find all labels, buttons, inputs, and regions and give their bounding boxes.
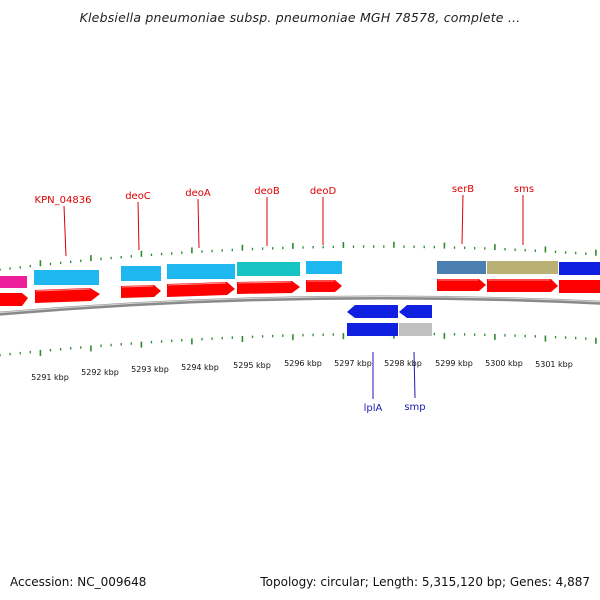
cds-arrow[interactable] — [35, 288, 100, 303]
cds-row-forward — [0, 279, 600, 306]
cds-arrow-reverse-lpla[interactable] — [347, 305, 398, 318]
gene-feature-deoa[interactable] — [167, 264, 235, 279]
cds-arrow[interactable] — [0, 293, 28, 306]
genome-backbone — [0, 295, 600, 316]
accession-text: Accession: NC_009648 — [10, 575, 147, 589]
gene-feature-sms[interactable] — [487, 261, 558, 274]
kbp-label: 5294 kbp — [181, 363, 219, 372]
cds-arrow[interactable] — [487, 279, 558, 292]
cds-arrow[interactable] — [306, 280, 342, 292]
gene-feature-deod[interactable] — [306, 261, 342, 274]
kbp-label: 5295 kbp — [233, 361, 271, 370]
gene-feature-kpn04836[interactable] — [34, 270, 99, 285]
gene-feature-deoc[interactable] — [121, 266, 161, 281]
kbp-label: 5299 kbp — [435, 359, 473, 368]
gene-feature-lpla[interactable] — [347, 323, 398, 336]
map-title: Klebsiella pneumoniae subsp. pneumoniae … — [79, 10, 521, 25]
gene-label[interactable]: sms — [514, 184, 534, 195]
gene-label[interactable]: deoD — [310, 186, 337, 197]
kbp-label: 5292 kbp — [81, 368, 119, 377]
cds-arrow[interactable] — [437, 279, 486, 291]
cds-arrow-reverse-smp[interactable] — [399, 305, 432, 318]
gene-label[interactable]: deoC — [125, 191, 151, 202]
kbp-label: 5293 kbp — [131, 365, 169, 374]
gene-label[interactable]: deoB — [254, 186, 280, 197]
cds-row-reverse — [347, 305, 432, 336]
kbp-label: 5296 kbp — [284, 359, 322, 368]
kbp-label: 5291 kbp — [31, 373, 69, 382]
gene-label[interactable]: lplA — [364, 403, 383, 414]
tick-row-top — [0, 241, 597, 271]
gene-feature-serb[interactable] — [437, 261, 486, 274]
tick-row-bottom — [0, 332, 597, 357]
cds-highlights — [35, 279, 550, 292]
gene-leader-lines-bottom — [372, 351, 416, 399]
gene-feature-pink[interactable] — [0, 276, 27, 288]
gene-feature-deob[interactable] — [237, 262, 300, 276]
gene-label[interactable]: KPN_04836 — [35, 195, 92, 206]
feature-row-genes — [0, 261, 600, 288]
gene-label[interactable]: smp — [404, 402, 425, 413]
kbp-label: 5297 kbp — [334, 359, 372, 368]
cds-arrow[interactable] — [237, 281, 300, 294]
gene-feature-smp[interactable] — [399, 323, 432, 336]
genome-backbone-highlight — [0, 296, 600, 314]
topology-text: Topology: circular; Length: 5,315,120 bp… — [260, 575, 590, 589]
gene-label[interactable]: serB — [452, 184, 474, 195]
cds-arrow[interactable] — [559, 280, 600, 293]
kbp-label: 5300 kbp — [485, 359, 523, 368]
kbp-label: 5301 kbp — [535, 360, 573, 369]
gene-leader-lines — [63, 194, 524, 257]
gene-label[interactable]: deoA — [185, 188, 211, 199]
kbp-label: 5298 kbp — [384, 359, 422, 368]
cds-arrow[interactable] — [121, 285, 161, 298]
cds-arrow[interactable] — [167, 282, 235, 297]
gene-feature-blue-right[interactable] — [559, 262, 600, 275]
